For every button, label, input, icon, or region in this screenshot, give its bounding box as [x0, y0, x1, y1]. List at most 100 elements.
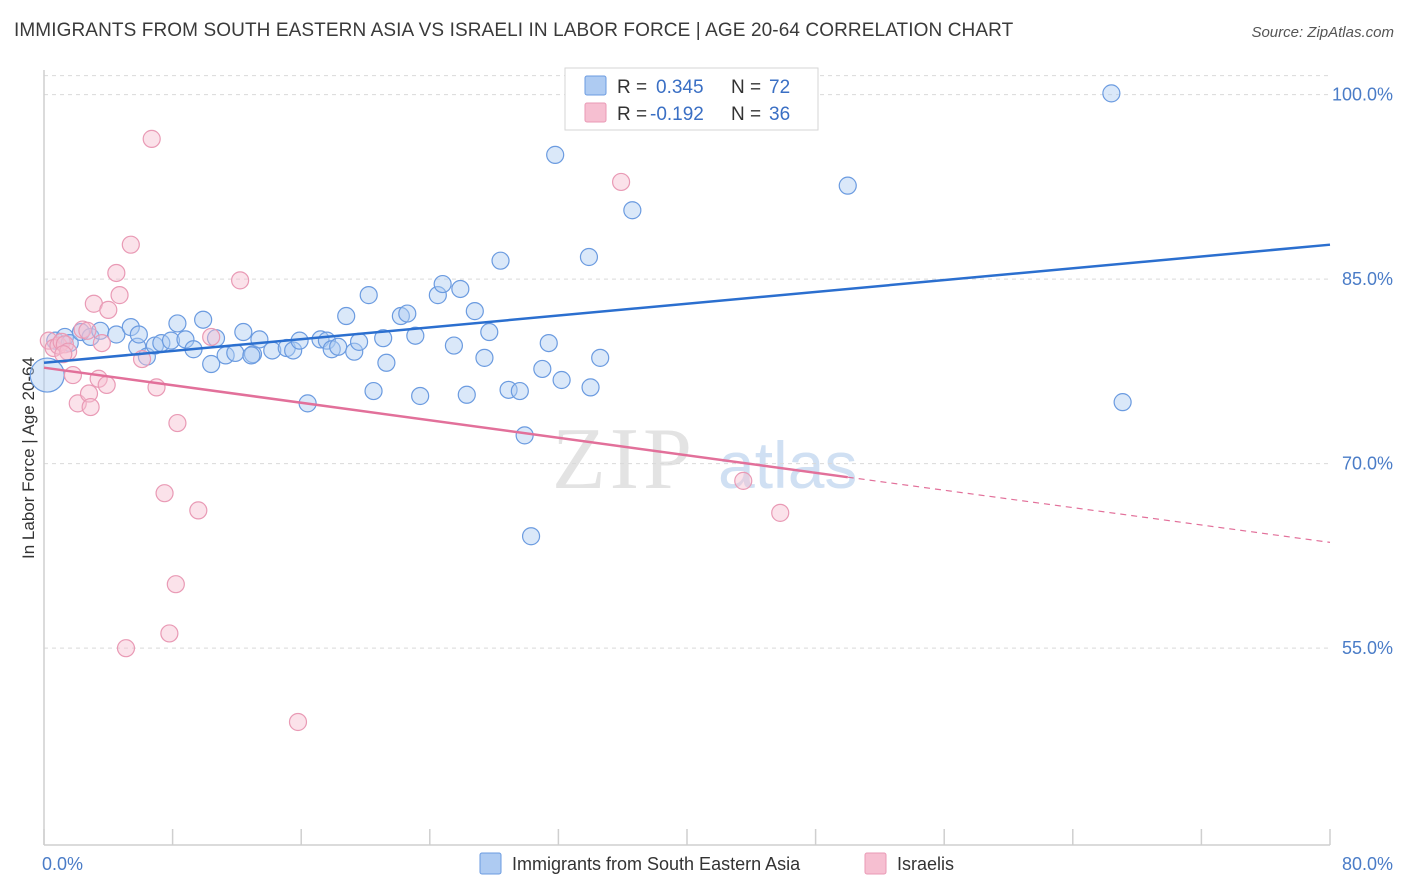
stats-r-value-blue: 0.345	[656, 77, 704, 98]
immigrants-point	[515, 426, 534, 445]
immigrants-point	[579, 247, 599, 267]
immigrants-point	[428, 286, 447, 305]
immigrants-point	[581, 378, 600, 397]
y-axis-tick-labels: 55.0% 70.0% 85.0% 100.0%	[1332, 85, 1393, 659]
stats-n-label-blue: N =	[731, 77, 761, 98]
immigrants-point	[1102, 84, 1121, 103]
israelis-point	[110, 286, 129, 305]
israelis-point	[231, 271, 250, 290]
israelis-point	[202, 327, 221, 347]
watermark: ZIP atlas	[552, 411, 857, 508]
chart-title: IMMIGRANTS FROM SOUTH EASTERN ASIA VS IS…	[14, 20, 1014, 41]
israelis-trend-line	[43, 366, 848, 479]
stats-r-value-pink: -0.192	[650, 104, 704, 125]
israelis-point	[734, 471, 753, 490]
immigrants-point	[337, 306, 356, 326]
immigrants-point	[411, 386, 430, 406]
immigrants-point	[591, 348, 610, 367]
israelis-point	[189, 501, 208, 520]
immigrants-point	[377, 353, 396, 372]
immigrants-point	[161, 331, 181, 350]
israelis-point	[78, 321, 97, 340]
immigrants-point	[491, 251, 510, 270]
immigrants-point	[475, 348, 494, 367]
x-tick-label-max: 80.0%	[1342, 854, 1393, 874]
immigrants-trend-line	[43, 243, 1331, 365]
immigrants-point	[194, 310, 213, 329]
legend-label-israelis: Israelis	[897, 854, 954, 874]
immigrants-point	[552, 370, 571, 390]
immigrants-point	[546, 145, 565, 164]
immigrants-point	[433, 274, 452, 294]
israelis-point	[611, 172, 631, 192]
stats-r-label-blue: R =	[617, 77, 647, 98]
immigrants-point	[533, 359, 552, 379]
immigrants-point	[465, 302, 484, 321]
stats-n-value-blue: 72	[769, 77, 790, 98]
immigrants-point	[521, 527, 541, 546]
immigrants-point	[480, 322, 499, 342]
stats-legend-swatch-pink	[584, 102, 607, 123]
legend-swatch-immigrants	[479, 852, 502, 875]
series-immigrants-points	[29, 84, 1132, 546]
immigrants-point	[284, 341, 303, 360]
israelis-point	[107, 263, 126, 283]
series-israelis-points	[39, 129, 790, 732]
israelis-trend-extension	[847, 476, 1331, 543]
immigrants-point	[345, 342, 364, 361]
israelis-point	[99, 300, 118, 319]
stats-legend: R = 0.345 N = 72 R = -0.192 N = 36	[564, 67, 819, 131]
immigrants-point	[539, 333, 558, 353]
immigrants-point	[107, 325, 126, 344]
trend-lines	[43, 243, 1331, 543]
israelis-point	[97, 375, 116, 395]
immigrants-point	[457, 385, 476, 404]
israelis-point	[79, 384, 99, 403]
immigrants-point	[406, 326, 425, 345]
immigrants-point	[168, 314, 187, 333]
y-axis-label: In Labor Force | Age 20-64	[19, 357, 38, 559]
israelis-point	[63, 365, 83, 385]
israelis-point	[81, 397, 100, 417]
watermark-atlas: atlas	[718, 428, 857, 502]
israelis-point	[54, 345, 73, 364]
immigrants-point	[838, 176, 857, 195]
israelis-point	[121, 235, 140, 254]
stats-n-value-pink: 36	[769, 104, 790, 125]
immigrants-point	[129, 325, 148, 344]
immigrants-point	[329, 337, 348, 356]
immigrants-point	[623, 201, 642, 220]
x-axis-ticks	[43, 829, 1331, 845]
immigrants-point	[359, 286, 378, 305]
israelis-point	[160, 624, 179, 643]
stats-n-label-pink: N =	[731, 104, 761, 125]
immigrants-point	[451, 279, 470, 299]
x-tick-label-min: 0.0%	[42, 854, 83, 874]
y-tick-label: 85.0%	[1342, 269, 1393, 289]
immigrants-point	[1113, 393, 1132, 412]
israelis-point	[142, 129, 161, 148]
immigrants-point	[374, 329, 393, 348]
y-tick-label: 55.0%	[1342, 638, 1393, 658]
israelis-point	[168, 413, 187, 433]
source-credit: Source: ZipAtlas.com	[1251, 24, 1394, 41]
immigrants-point	[234, 322, 253, 342]
israelis-point	[288, 712, 308, 732]
immigrants-point	[46, 331, 65, 350]
series-legend: Immigrants from South Eastern Asia Israe…	[479, 852, 954, 875]
israelis-point	[92, 333, 111, 353]
stats-legend-swatch-blue	[584, 75, 607, 96]
immigrants-point	[398, 304, 417, 323]
israelis-point	[116, 639, 136, 658]
watermark-zip: ZIP	[552, 411, 696, 508]
immigrants-point	[242, 346, 261, 365]
legend-swatch-israelis	[864, 852, 887, 875]
immigrants-point	[510, 381, 529, 401]
stats-legend-box	[564, 67, 819, 131]
legend-label-immigrants: Immigrants from South Eastern Asia	[512, 854, 801, 874]
stats-r-label-pink: R =	[617, 104, 647, 125]
immigrants-point	[444, 336, 464, 355]
israelis-point	[166, 575, 185, 594]
israelis-point	[155, 484, 174, 503]
